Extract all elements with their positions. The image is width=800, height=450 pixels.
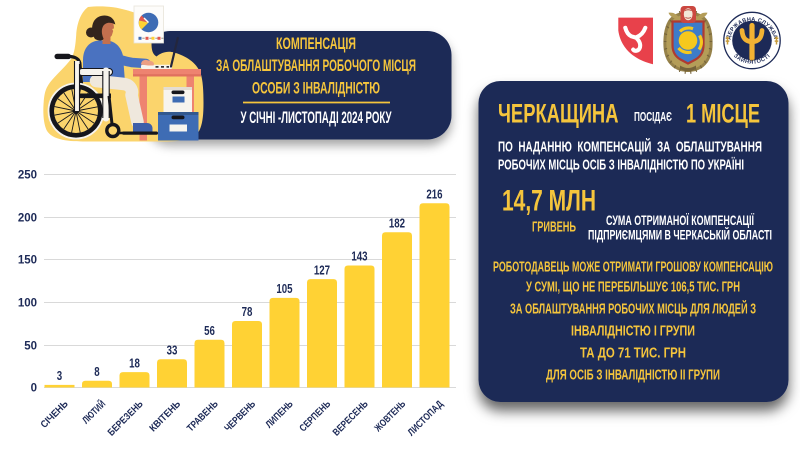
svg-text:216: 216 (426, 186, 442, 201)
svg-text:78: 78 (242, 304, 253, 319)
svg-text:250: 250 (18, 170, 37, 182)
svg-text:ДЛЯ ОСІБ З ІНВАЛІДНІСТЮ ІІ ГРУ: ДЛЯ ОСІБ З ІНВАЛІДНІСТЮ ІІ ГРУПИ (546, 368, 720, 384)
svg-text:ЗА ОБЛАШТУВАННЯ РОБОЧОГО МІСЦЯ: ЗА ОБЛАШТУВАННЯ РОБОЧОГО МІСЦЯ (216, 56, 416, 75)
svg-text:ПО НАДАННЮ КОМПЕНСАЦІЙ ЗА: ПО НАДАННЮ КОМПЕНСАЦІЙ ЗА ОБЛАШТУВАННЯ (498, 138, 762, 156)
svg-text:150: 150 (18, 255, 37, 267)
svg-text:14,7 МЛН: 14,7 МЛН (502, 184, 596, 217)
svg-text:56: 56 (204, 323, 215, 338)
svg-text:143: 143 (351, 249, 367, 264)
svg-text:18: 18 (129, 355, 140, 370)
svg-text:ТА ДО 71 ТИС. ГРН: ТА ДО 71 ТИС. ГРН (580, 346, 686, 362)
svg-text:ОСОБИ З ІНВАЛІДНІСТЮ: ОСОБИ З ІНВАЛІДНІСТЮ (252, 79, 380, 98)
svg-text:0: 0 (31, 383, 37, 395)
svg-text:200: 200 (18, 213, 37, 225)
svg-text:ПІДПРИЄМЦЯМИ В ЧЕРКАСЬКІЙ ОБЛА: ПІДПРИЄМЦЯМИ В ЧЕРКАСЬКІЙ ОБЛАСТІ (588, 228, 772, 243)
svg-text:РОБОЧИХ МІСЦЬ ОСІБ З ІНВАЛІДНІ: РОБОЧИХ МІСЦЬ ОСІБ З ІНВАЛІДНІСТЮ ПО УКР… (498, 157, 744, 174)
svg-text:105: 105 (276, 281, 292, 296)
svg-text:ГРИВЕНЬ: ГРИВЕНЬ (532, 220, 576, 236)
svg-text:ЗА ОБЛАШТУВАННЯ РОБОЧИХ МІСЦЬ: ЗА ОБЛАШТУВАННЯ РОБОЧИХ МІСЦЬ ДЛЯ ЛЮДЕЙ … (510, 300, 756, 318)
svg-text:33: 33 (167, 343, 178, 358)
svg-text:КОМПЕНСАЦІЯ: КОМПЕНСАЦІЯ (276, 34, 356, 53)
svg-text:1 МІСЦЕ: 1 МІСЦЕ (686, 98, 760, 128)
svg-text:ІНВАЛІДНІСТЮ І ГРУПИ: ІНВАЛІДНІСТЮ І ГРУПИ (571, 324, 695, 340)
svg-text:3: 3 (57, 368, 62, 383)
svg-text:8: 8 (94, 364, 99, 379)
svg-text:ПОСІДАЄ: ПОСІДАЄ (634, 109, 672, 124)
svg-text:СУМА ОТРИМАНОЇ КОМПЕНСАЦІЇ: СУМА ОТРИМАНОЇ КОМПЕНСАЦІЇ (606, 213, 755, 228)
svg-text:100: 100 (18, 298, 37, 310)
svg-text:127: 127 (314, 262, 330, 277)
svg-text:У СУМІ, ЩО НЕ ПЕРЕБІЛЬШУЄ 106,: У СУМІ, ЩО НЕ ПЕРЕБІЛЬШУЄ 106,5 ТИС. ГРН (526, 280, 740, 296)
svg-text:РОБОТОДАВЕЦЬ МОЖЕ ОТРИМАТИ ГРО: РОБОТОДАВЕЦЬ МОЖЕ ОТРИМАТИ ГРОШОВУ КОМПЕ… (493, 260, 773, 276)
svg-text:182: 182 (389, 215, 405, 230)
svg-text:ЧЕРКАЩИНА: ЧЕРКАЩИНА (498, 98, 619, 128)
svg-text:У СІЧНІ -ЛИСТОПАДІ 2024 РОКУ: У СІЧНІ -ЛИСТОПАДІ 2024 РОКУ (241, 108, 392, 127)
svg-text:50: 50 (24, 341, 37, 353)
